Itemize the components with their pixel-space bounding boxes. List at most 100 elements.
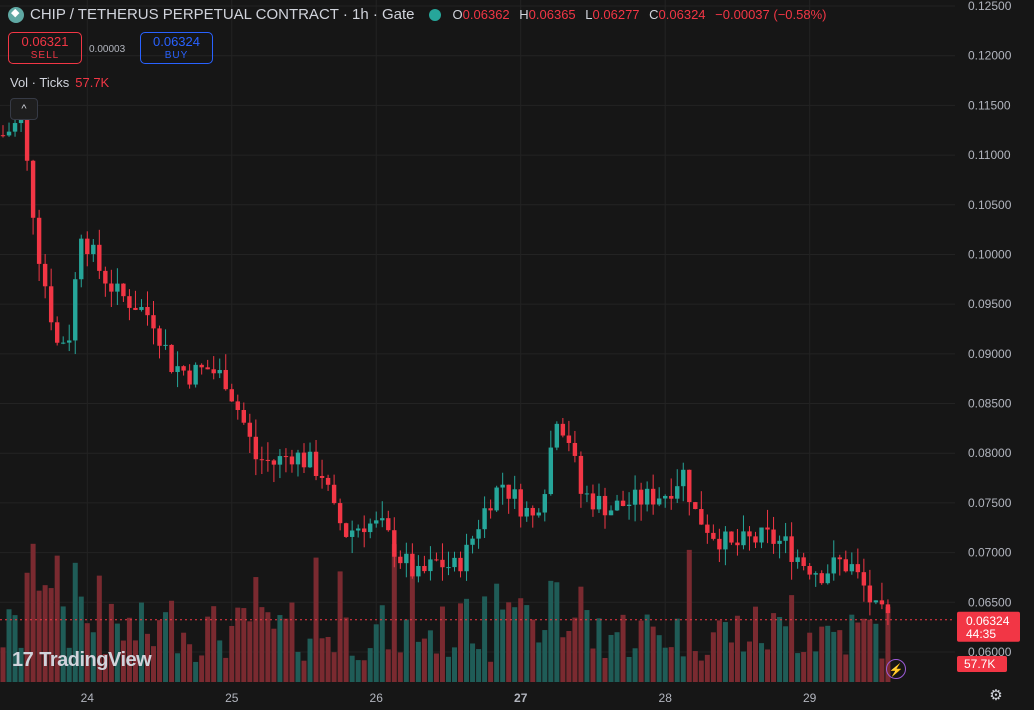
volume-bar	[138, 602, 144, 682]
chevron-up-icon: ^	[21, 103, 27, 115]
candle	[831, 540, 836, 581]
market-status-icon[interactable]	[428, 8, 441, 21]
candle	[229, 383, 234, 402]
volume-bar	[885, 606, 891, 682]
volume-bar	[163, 612, 169, 682]
candle	[578, 451, 584, 508]
volume-bar	[668, 647, 674, 682]
volume-bar	[734, 615, 740, 682]
volume-bar	[819, 626, 825, 682]
candle	[638, 482, 644, 521]
volume-bar	[746, 641, 752, 682]
volume-bar	[319, 638, 325, 682]
candle	[271, 459, 277, 483]
candle	[711, 524, 716, 541]
candle	[91, 238, 96, 262]
candle	[771, 516, 776, 554]
candle	[590, 484, 596, 517]
bar-countdown: 44:35	[966, 627, 996, 641]
volume-bar	[102, 654, 108, 682]
candle	[789, 522, 794, 580]
price-tick-label: 0.08500	[968, 397, 1012, 411]
candle	[530, 505, 535, 528]
candle	[548, 430, 554, 496]
volume-bar	[18, 647, 24, 682]
candle	[48, 268, 54, 331]
candle	[879, 582, 885, 610]
candle	[145, 291, 150, 326]
volume-bar	[403, 619, 409, 682]
volume-bar	[452, 647, 457, 682]
volume-bar	[349, 655, 355, 682]
price-change: −0.00037 (−0.58%)	[715, 7, 827, 22]
buy-button[interactable]: 0.06324 BUY	[140, 32, 213, 64]
volume-bar	[325, 636, 331, 682]
candle	[885, 599, 891, 625]
candle	[362, 515, 367, 548]
candle	[36, 209, 42, 281]
ohlc-readout: O0.06362 H0.06365 L0.06277 C0.06324 −0.0…	[452, 7, 827, 22]
candle	[127, 289, 132, 321]
collapse-legend-button[interactable]: ^	[10, 98, 38, 120]
candle	[404, 542, 409, 578]
candle	[825, 564, 830, 585]
candle	[277, 449, 283, 479]
chart-settings-icon[interactable]: ⚙	[989, 687, 1003, 704]
candle	[241, 402, 246, 425]
volume-bar	[879, 658, 885, 682]
candle	[30, 159, 36, 235]
volume-bar	[259, 607, 265, 682]
volume-bar	[12, 615, 18, 682]
volume-bar	[837, 630, 843, 682]
volume-bar	[169, 600, 175, 682]
lightning-icon[interactable]: ⚡	[886, 659, 906, 679]
volume-bar	[578, 586, 584, 682]
candle	[669, 478, 674, 510]
volume-legend[interactable]: Vol · Ticks 57.7K	[10, 75, 110, 90]
price-tick-label: 0.10500	[968, 198, 1012, 212]
volume-bar	[295, 651, 301, 682]
candle	[24, 113, 30, 171]
volume-bar	[439, 606, 445, 682]
candle	[759, 527, 764, 549]
volume-bar	[644, 614, 650, 682]
candle	[705, 514, 710, 544]
candle	[67, 324, 72, 352]
volume-bar	[157, 620, 163, 682]
volume-bar	[247, 621, 253, 682]
volume-bar	[530, 619, 536, 682]
candle	[217, 358, 222, 379]
candle	[560, 418, 566, 438]
candle	[380, 501, 385, 528]
candle	[735, 528, 740, 556]
volume-bar	[608, 634, 614, 682]
candle	[79, 234, 84, 288]
candle	[626, 492, 632, 520]
candle	[307, 442, 313, 468]
candle	[386, 510, 391, 532]
candle	[133, 290, 138, 311]
volume-bar	[397, 652, 403, 682]
time-tick-label: 26	[370, 691, 384, 705]
volume-bar	[379, 605, 385, 682]
time-tick-label: 27	[514, 691, 528, 705]
candle	[374, 511, 379, 528]
candle	[6, 122, 12, 137]
candle	[867, 569, 873, 616]
volume-bar	[199, 655, 205, 682]
price-tick-label: 0.10000	[968, 247, 1012, 261]
volume-bar	[427, 630, 433, 682]
symbol-title[interactable]: CHIP / TETHERUS PERPETUAL CONTRACT · 1h …	[30, 6, 415, 23]
volume-bar	[795, 653, 801, 682]
candle	[765, 509, 770, 544]
candle	[42, 254, 48, 299]
spread-value: 0.00003	[89, 44, 126, 55]
candle	[343, 522, 349, 539]
volume-bar	[175, 653, 181, 682]
candle	[699, 491, 704, 525]
volume-bar	[90, 632, 96, 682]
candle	[675, 469, 680, 503]
sell-button[interactable]: 0.06321 SELL	[8, 32, 82, 64]
candle	[259, 446, 265, 474]
